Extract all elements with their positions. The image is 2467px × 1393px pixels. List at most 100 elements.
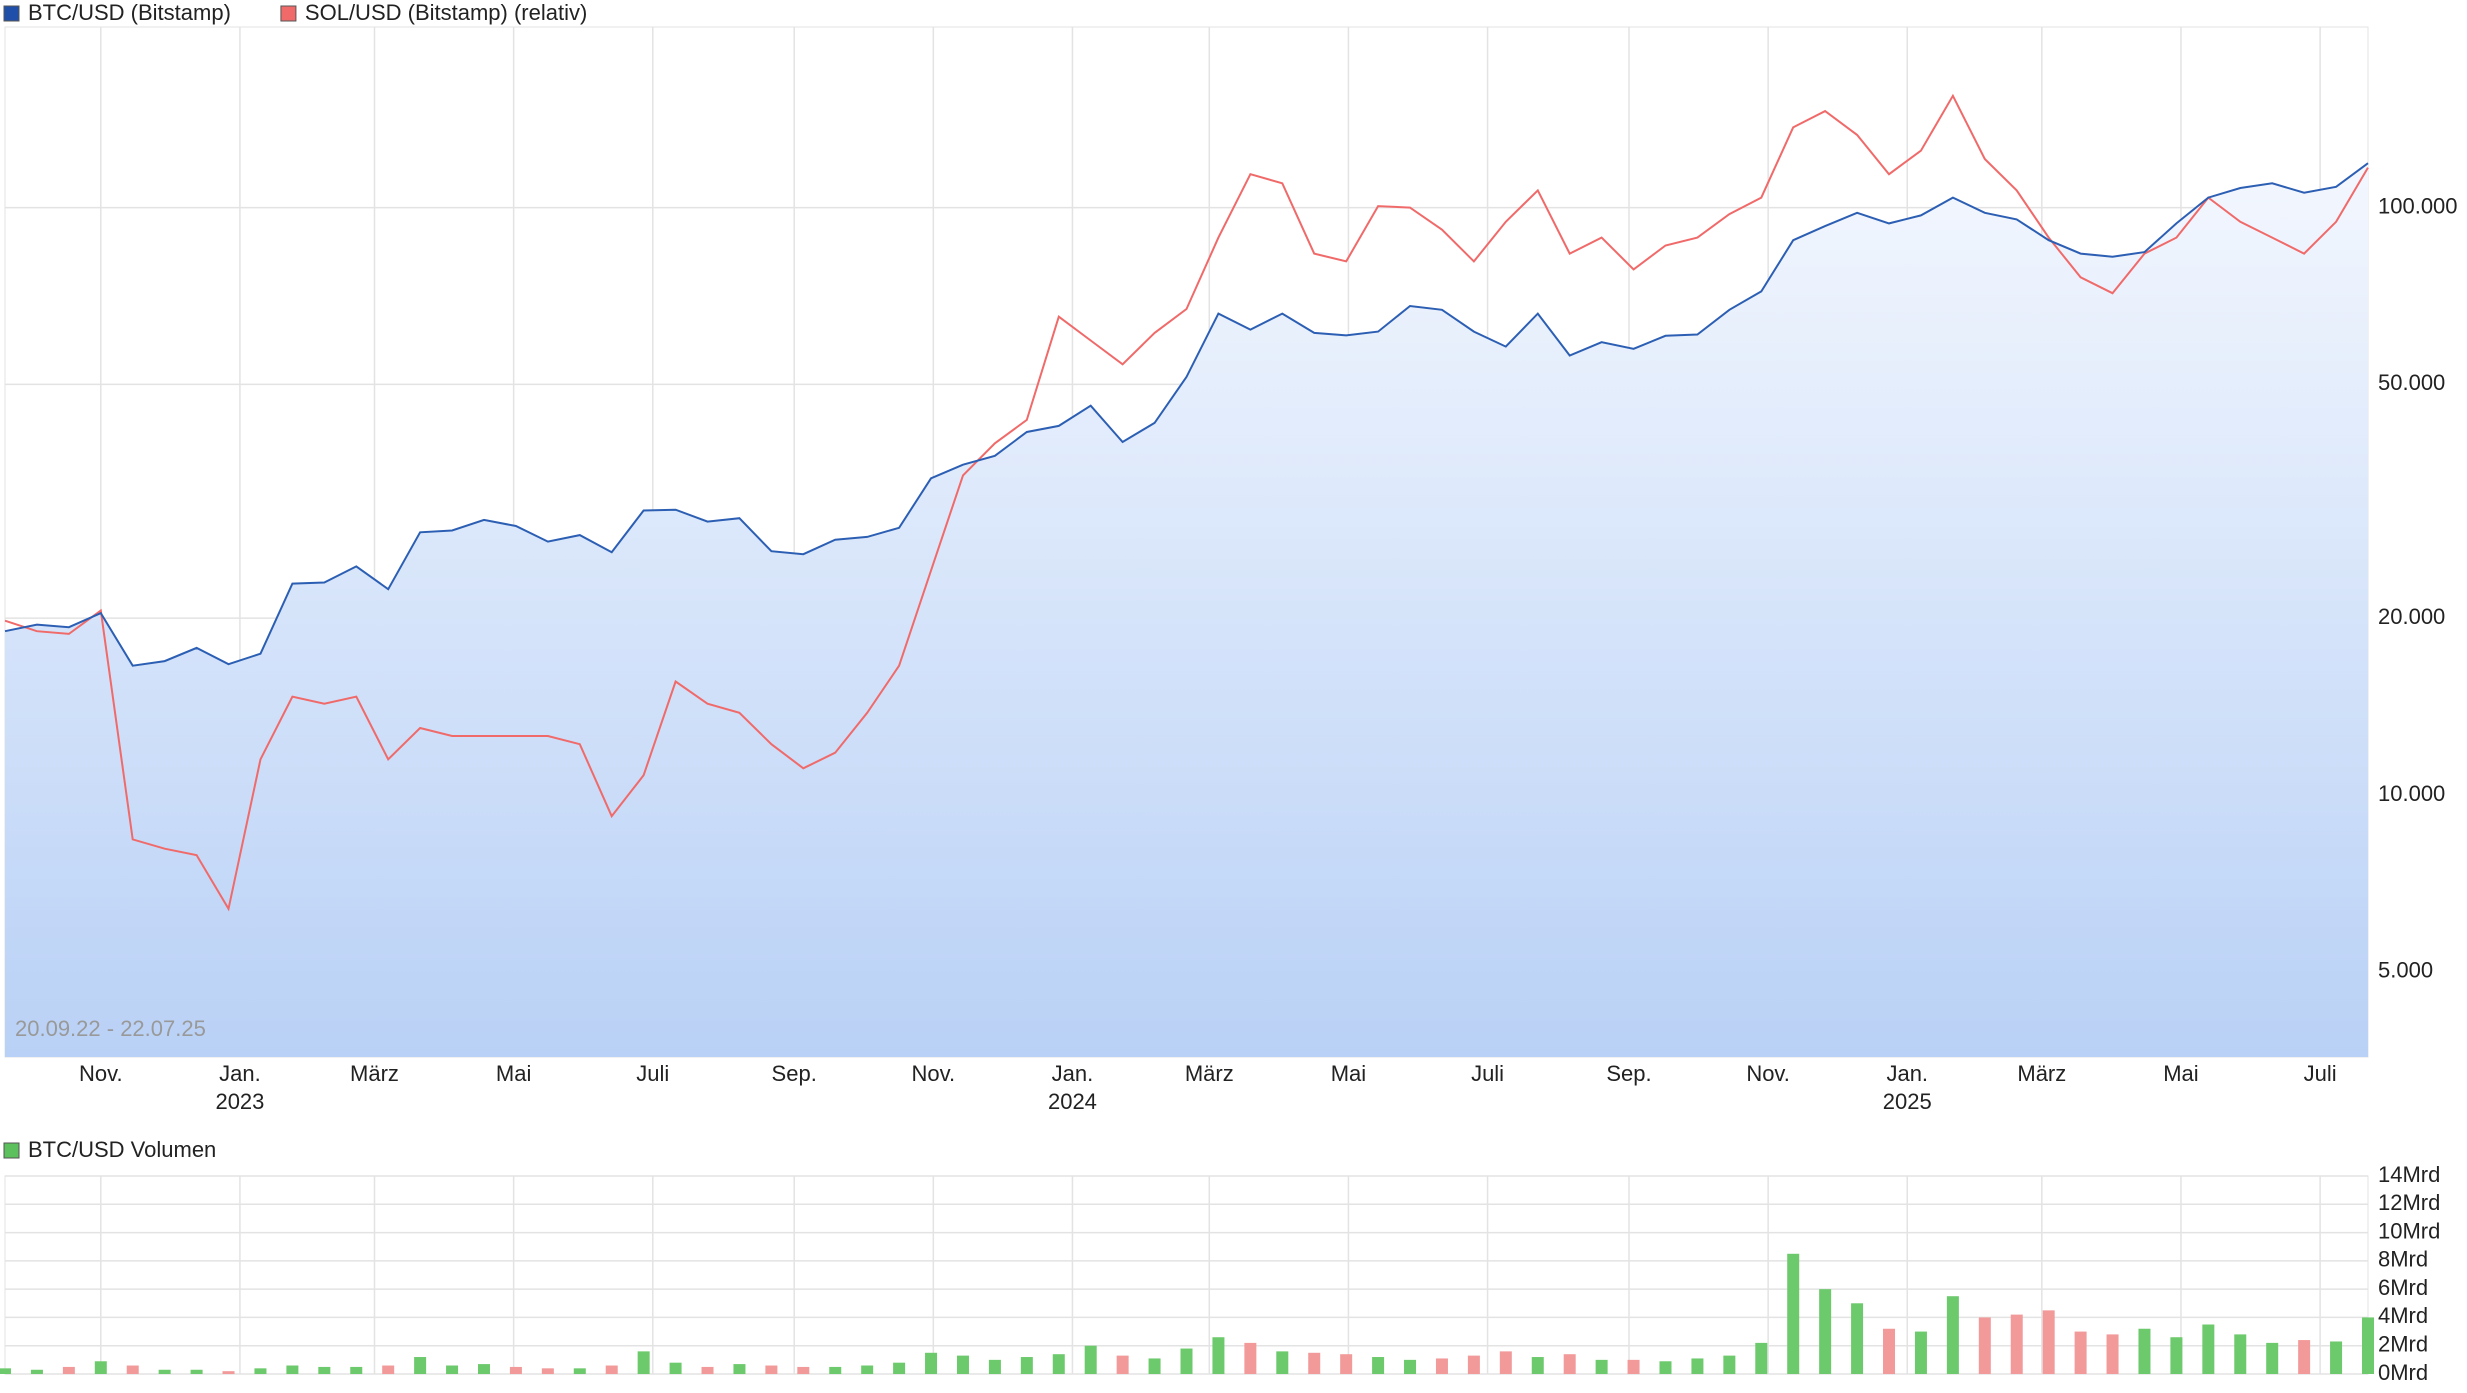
y-tick-label: 10.000 [2378, 781, 2445, 806]
x-tick-label: März [1185, 1061, 1234, 1086]
volume-bar [1595, 1359, 1608, 1374]
volume-bar [1946, 1296, 1959, 1374]
y-tick-label: 6Mrd [2378, 1275, 2428, 1300]
date-range: 20.09.22 - 22.07.25 [15, 1016, 206, 1041]
x-tick-label: Juli [1471, 1061, 1504, 1086]
volume-bar [62, 1366, 75, 1374]
volume-bar [2266, 1342, 2279, 1374]
volume-bar [158, 1369, 171, 1374]
y-tick-label: 5.000 [2378, 958, 2433, 983]
volume-bar [1052, 1354, 1065, 1374]
volume-bar [1244, 1342, 1257, 1374]
volume-bar [2330, 1341, 2343, 1374]
y-tick-label: 4Mrd [2378, 1303, 2428, 1328]
volume-bar [1914, 1331, 1927, 1374]
x-tick-label: Mai [496, 1061, 531, 1086]
volume-bar [1723, 1355, 1736, 1374]
volume-bar [126, 1365, 139, 1374]
area-fill [5, 163, 2368, 1057]
y-tick-label: 14Mrd [2378, 1162, 2440, 1187]
x-tick-label: Sep. [1606, 1061, 1651, 1086]
volume-bar [861, 1365, 874, 1374]
x-tick-label: Sep. [772, 1061, 817, 1086]
volume-bar [1308, 1352, 1321, 1374]
volume-bar [94, 1361, 107, 1374]
x-tick-label: Mai [2163, 1061, 2198, 1086]
legend-label: BTC/USD (Bitstamp) [28, 0, 231, 25]
volume-bar [414, 1357, 427, 1374]
x-tick-label: Jan. [219, 1061, 261, 1086]
x-tick-label: Jan. [1886, 1061, 1928, 1086]
line [4, 93, 2369, 912]
volume-bar [573, 1368, 586, 1374]
line [4, 162, 2369, 667]
y-tick-label: 20.000 [2378, 604, 2445, 629]
volume-bar [1563, 1354, 1576, 1374]
legend-swatch [3, 5, 20, 22]
volume-bar [190, 1369, 203, 1374]
x-tick-label: Mai [1331, 1061, 1366, 1086]
volume-bar [1978, 1317, 1991, 1374]
volume-bar [829, 1366, 842, 1374]
volume-bar [1084, 1345, 1097, 1374]
volume-bar [956, 1355, 969, 1374]
x-tick-label: Nov. [1746, 1061, 1790, 1086]
volume-bar [509, 1366, 522, 1374]
legend-label: BTC/USD Volumen [28, 1137, 216, 1162]
plot-area [4, 1175, 2369, 1375]
y-tick-label: 0Mrd [2378, 1360, 2428, 1385]
x-tick-label: Nov. [912, 1061, 956, 1086]
volume-bar [701, 1366, 714, 1374]
volume-bar [2170, 1337, 2183, 1374]
volume-bar [1020, 1357, 1033, 1374]
legend-swatch [3, 1142, 20, 1159]
volume-bar [477, 1364, 490, 1374]
volume-bar [1819, 1289, 1832, 1374]
volume-bar [541, 1368, 554, 1374]
volume-bar [669, 1362, 682, 1374]
volume-bar [1212, 1337, 1225, 1374]
volume-bar [350, 1366, 363, 1374]
volume-bar [222, 1371, 235, 1374]
volume-bar [446, 1365, 459, 1374]
volume-bar [765, 1365, 778, 1374]
volume-bar [1116, 1355, 1129, 1374]
volume-bar [2362, 1317, 2374, 1374]
volume-bar [2234, 1334, 2247, 1374]
volume-bar [30, 1369, 43, 1374]
x-year-label: 2024 [1048, 1089, 1097, 1114]
volume-bar [0, 1368, 11, 1374]
y-tick-label: 2Mrd [2378, 1332, 2428, 1357]
volume-bar [1531, 1357, 1544, 1374]
volume-bar [797, 1366, 810, 1374]
volume-bar [2138, 1328, 2151, 1374]
legend-label: SOL/USD (Bitstamp) (relativ) [305, 0, 587, 25]
volume-bar [254, 1368, 267, 1374]
volume-bar [1787, 1253, 1800, 1374]
volume-bar [1435, 1358, 1448, 1374]
volume-bar [1627, 1359, 1640, 1374]
volume-bar [1659, 1361, 1672, 1374]
volume-bar [1755, 1342, 1768, 1374]
x-year-label: 2023 [215, 1089, 264, 1114]
x-tick-label: Nov. [79, 1061, 123, 1086]
volume-bar [1372, 1357, 1385, 1374]
volume-bar [2298, 1340, 2311, 1374]
volume-bar [605, 1365, 618, 1374]
volume-bar [1180, 1348, 1193, 1374]
legend-swatch [280, 5, 297, 22]
volume-bar [2074, 1331, 2087, 1374]
y-tick-label: 100.000 [2378, 193, 2458, 218]
volume-bar [733, 1364, 746, 1374]
volume-bar [1467, 1355, 1480, 1374]
volume-bar [925, 1352, 938, 1374]
volume-bar [286, 1365, 299, 1374]
volume-bar [1851, 1303, 1864, 1374]
volume-bar [1404, 1359, 1417, 1374]
volume-bar [382, 1365, 395, 1374]
volume-bar [318, 1366, 331, 1374]
volume-bar [1499, 1351, 1512, 1374]
x-tick-label: Jan. [1052, 1061, 1094, 1086]
y-tick-label: 12Mrd [2378, 1190, 2440, 1215]
